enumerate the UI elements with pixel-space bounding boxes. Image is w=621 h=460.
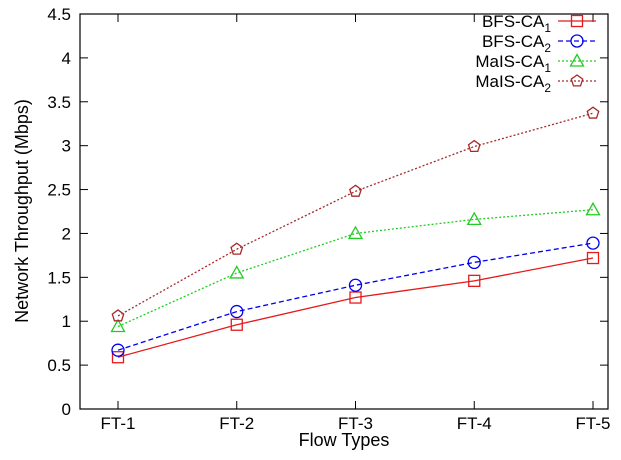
y-tick-label: 1 (62, 312, 71, 331)
legend-name: BFS-CA (482, 12, 545, 31)
series-line (117, 257, 594, 358)
data-point-marker (586, 106, 600, 119)
data-point-marker (585, 201, 601, 216)
legend-subscript: 2 (544, 81, 551, 95)
plot-frame (79, 13, 609, 410)
data-point-marker (349, 291, 362, 304)
series-3 (110, 201, 601, 333)
data-point-marker (111, 343, 125, 357)
data-point-marker (110, 318, 126, 333)
y-tick-label: 4.5 (47, 5, 71, 24)
data-point-marker (229, 265, 245, 279)
data-point-marker (467, 139, 481, 153)
legend-name: MaIS-CA (475, 72, 545, 91)
y-tick-label: 1.5 (47, 268, 71, 287)
legend-subscript: 1 (544, 21, 551, 35)
series-line (117, 242, 594, 351)
legend-name: MaIS-CA (475, 52, 545, 71)
data-point-marker (468, 274, 481, 287)
data-point-marker (467, 255, 481, 270)
data-point-marker (349, 184, 362, 197)
legend-marker (570, 34, 584, 48)
legend-subscript: 2 (544, 41, 551, 55)
y-tick-label: 2 (62, 224, 71, 243)
legend-label: BFS-CA1 (482, 12, 551, 35)
series-4 (111, 106, 600, 322)
data-point-marker (347, 225, 364, 240)
legend-marker (570, 74, 584, 87)
series-line (117, 112, 594, 317)
legend-label: MaIS-CA1 (475, 52, 551, 75)
data-point-marker (586, 236, 600, 250)
data-point-marker (348, 278, 363, 292)
y-tick-label: 3 (62, 137, 71, 156)
y-axis: 0 0.5 1 1.5 2 2.5 3 3.5 4 4.5 (47, 5, 608, 419)
x-axis-title: Flow Types (299, 430, 390, 450)
legend-label: MaIS-CA2 (475, 72, 551, 95)
legend-item: BFS-CA2 (482, 32, 596, 55)
legend-marker (570, 14, 584, 28)
y-axis-title: Network Throughput (Mbps) (12, 99, 32, 323)
data-point-marker (111, 351, 125, 364)
legend-subscript: 1 (544, 61, 551, 75)
legend-item: MaIS-CA2 (475, 72, 596, 95)
data-point-marker (586, 251, 600, 265)
series-2 (111, 236, 600, 357)
legend-name: BFS-CA (482, 32, 545, 51)
legend-label: BFS-CA2 (482, 32, 551, 55)
y-tick-label: 0.5 (47, 356, 71, 375)
x-tick-label: FT-4 (457, 414, 492, 433)
legend-marker (569, 53, 585, 67)
x-tick-label: FT-5 (576, 414, 611, 433)
data-point-marker (466, 211, 482, 226)
legend-item: MaIS-CA1 (475, 52, 596, 75)
data-point-marker (230, 242, 244, 255)
y-tick-label: 4 (62, 49, 71, 68)
legend-item: BFS-CA1 (482, 12, 596, 35)
data-point-marker (230, 304, 244, 319)
y-tick-label: 3.5 (47, 93, 71, 112)
x-tick-label: FT-1 (101, 414, 136, 433)
y-tick-label: 2.5 (47, 181, 71, 200)
series-layer (110, 106, 601, 364)
x-axis: FT-1 FT-2 FT-3 FT-4 FT-5 (101, 14, 611, 433)
y-tick-label: 0 (62, 400, 71, 419)
x-tick-label: FT-3 (338, 414, 373, 433)
x-tick-label: FT-2 (219, 414, 254, 433)
data-point-marker (111, 309, 125, 322)
data-point-marker (230, 318, 243, 331)
series-1 (111, 251, 600, 364)
